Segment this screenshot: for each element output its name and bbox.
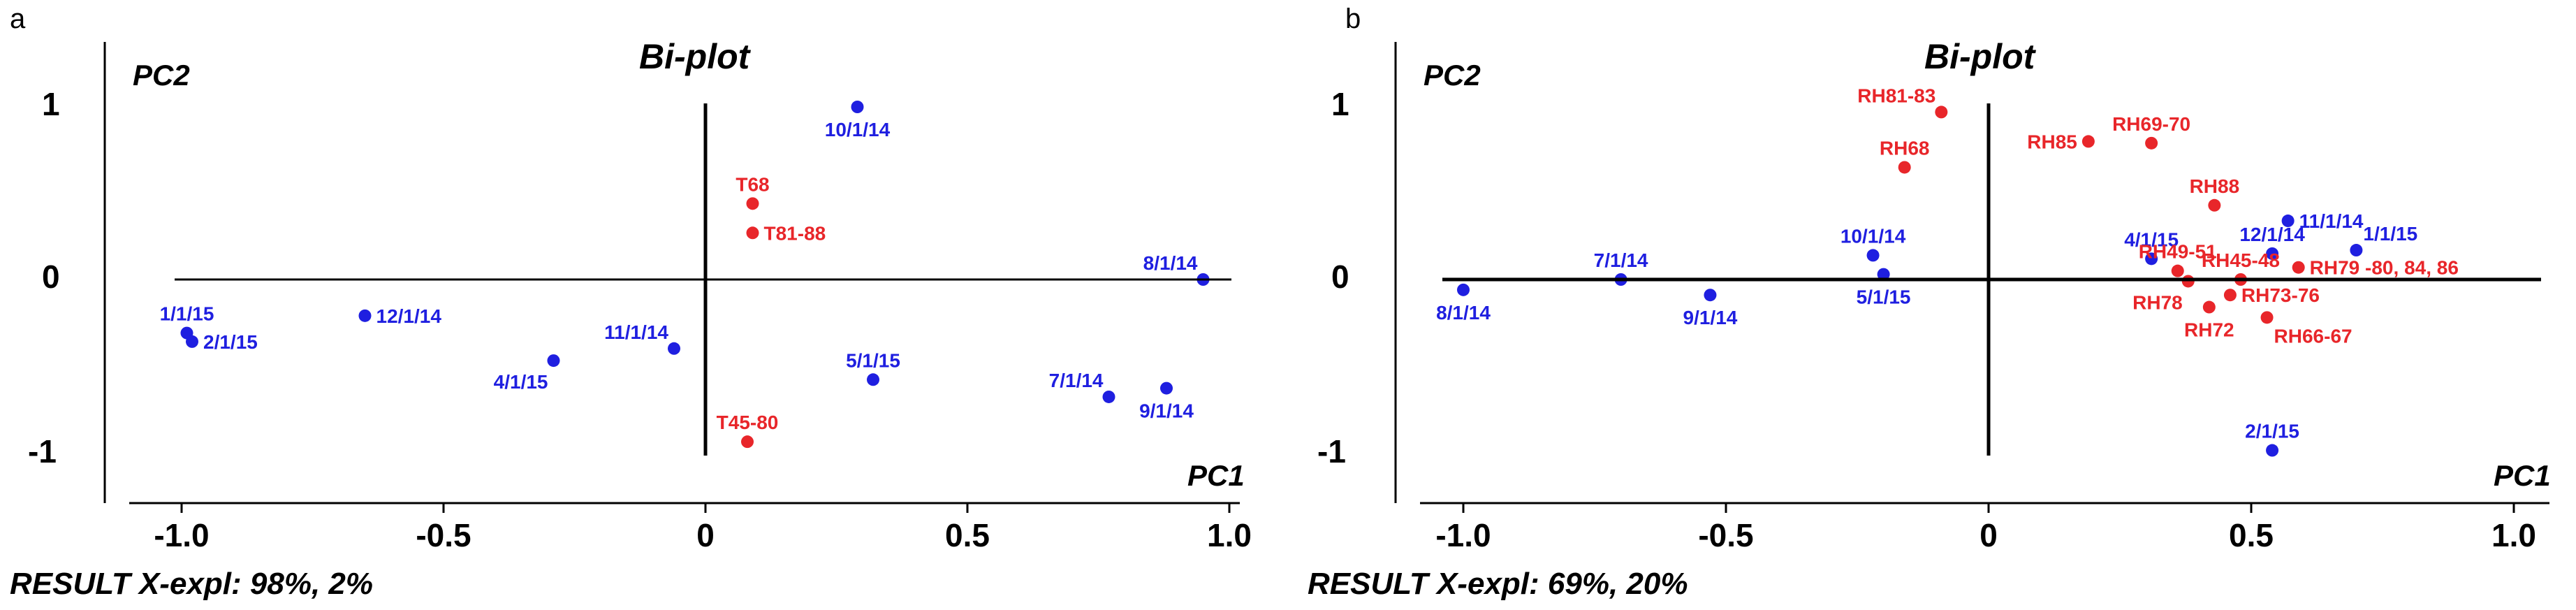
point-label: RH45-48 <box>2202 249 2280 271</box>
point-label: 7/1/14 <box>1594 249 1648 271</box>
data-point <box>2350 244 2363 257</box>
y-tick-label: 0 <box>1331 259 1349 295</box>
panel-b: b Bi-plot PC2 PC1 1 0 -1 8/1/14 7/1/14 9/1… <box>1308 3 2551 601</box>
x-tick-label: -1.0 <box>1435 517 1491 553</box>
y-tick-label: -1 <box>28 433 57 470</box>
x-tick-label: -0.5 <box>1698 517 1753 553</box>
point-label: 4/1/15 <box>2124 228 2179 250</box>
point-label: RH68 <box>1880 137 1930 159</box>
data-point <box>186 335 198 348</box>
data-point <box>746 226 759 240</box>
point-label: RH72 <box>2184 319 2234 341</box>
point-label: RH66-67 <box>2274 325 2352 347</box>
scatter-marks: 10/1/14 8/1/14 12/1/14 1/1/15 2/1/15 11/1/14 4… <box>160 101 1210 449</box>
data-point <box>2208 198 2221 212</box>
x-tick-label: 0.5 <box>945 517 990 553</box>
point-label: RH79 -80, 84, 86 <box>2310 257 2459 279</box>
point-label: 9/1/14 <box>1139 400 1194 422</box>
data-point <box>2202 300 2216 314</box>
point-label: 12/1/14 <box>376 305 442 327</box>
point-label: 5/1/15 <box>1857 286 1911 308</box>
point-label: 10/1/14 <box>825 119 891 140</box>
data-point <box>2145 136 2158 150</box>
data-point <box>2292 261 2305 274</box>
point-label: 4/1/15 <box>494 371 548 393</box>
x-tick-label: 1.0 <box>2491 517 2536 553</box>
point-label: RH69-70 <box>2112 113 2190 135</box>
result-caption: RESULT X-expl: 69%, 20% <box>1308 567 1688 601</box>
x-tick-label: 0 <box>1979 517 1998 553</box>
point-label: RH49-51 <box>2139 241 2217 263</box>
result-caption: RESULT X-expl: 98%, 2% <box>10 567 373 601</box>
point-label: RH88 <box>2190 175 2240 197</box>
x-tick-label: -0.5 <box>416 517 471 553</box>
data-point <box>2223 289 2237 302</box>
y-axis-label: PC2 <box>133 59 190 92</box>
point-label: 1/1/15 <box>2363 223 2417 245</box>
data-point <box>746 197 759 210</box>
data-point <box>2081 135 2095 148</box>
point-label: 12/1/14 <box>2239 224 2305 245</box>
point-label: 11/1/14 <box>2299 210 2364 232</box>
y-tick-label: 1 <box>42 86 60 122</box>
data-point <box>1704 289 1717 302</box>
y-tick-label: 1 <box>1331 86 1349 122</box>
data-point <box>2171 264 2184 277</box>
data-point <box>1160 382 1173 395</box>
panel-letter: a <box>10 3 26 34</box>
data-point <box>2266 444 2279 457</box>
data-point <box>1866 249 1880 262</box>
data-point <box>741 435 754 449</box>
data-point <box>1102 390 1115 403</box>
axes: -1.0 -0.5 0 0.5 1.0 <box>103 42 1252 553</box>
data-point <box>1898 161 1911 174</box>
y-tick-label: 0 <box>42 259 60 295</box>
y-axis-label: PC2 <box>1424 59 1481 92</box>
axes: -1.0 -0.5 0 0.5 1.0 <box>1394 42 2549 553</box>
data-point <box>867 373 879 386</box>
point-label: 7/1/14 <box>1049 370 1104 391</box>
scatter-marks: 8/1/14 7/1/14 9/1/14 10/1/14 5/1/15 4/1/15 11/… <box>1436 85 2459 457</box>
data-point <box>668 342 680 355</box>
data-point <box>547 354 560 368</box>
x-axis-label: PC1 <box>1187 459 1245 492</box>
x-tick-label: -1.0 <box>154 517 209 553</box>
data-point <box>1935 106 1948 119</box>
data-point <box>2145 252 2158 266</box>
panel-a: a Bi-plot PC2 PC1 1 0 -1 10/1/14 8/1/14 12… <box>10 3 1252 601</box>
x-tick-label: 0 <box>696 517 715 553</box>
data-point <box>1457 283 1470 296</box>
chart-title: Bi-plot <box>1924 37 2037 76</box>
point-label: 8/1/14 <box>1143 252 1198 274</box>
data-point <box>2281 215 2295 228</box>
point-label: 2/1/15 <box>203 331 258 353</box>
x-tick-label: 1.0 <box>1207 517 1252 553</box>
point-label: 5/1/15 <box>846 349 900 371</box>
point-label: T68 <box>736 173 769 195</box>
panel-letter: b <box>1345 3 1361 34</box>
point-label: 1/1/15 <box>160 303 214 325</box>
data-point <box>358 309 372 322</box>
point-label: RH81-83 <box>1857 85 1935 106</box>
point-label: RH73-76 <box>2241 284 2320 306</box>
data-point <box>2266 247 2279 260</box>
data-point <box>2260 311 2274 324</box>
point-label: RH85 <box>2027 131 2077 152</box>
point-label: RH78 <box>2132 291 2183 313</box>
point-label: 2/1/15 <box>2245 421 2299 442</box>
y-tick-label: -1 <box>1317 433 1346 470</box>
point-label: T81-88 <box>764 222 826 244</box>
point-label: 11/1/14 <box>604 321 668 343</box>
point-label: 8/1/14 <box>1436 302 1491 324</box>
x-tick-label: 0.5 <box>2229 517 2274 553</box>
chart-title: Bi-plot <box>639 37 752 76</box>
data-point <box>851 101 864 113</box>
point-label: T45-80 <box>717 412 779 433</box>
data-point <box>1877 268 1890 281</box>
point-label: 10/1/14 <box>1840 225 1906 247</box>
point-label: 9/1/14 <box>1683 307 1738 328</box>
x-axis-label: PC1 <box>2494 459 2551 492</box>
